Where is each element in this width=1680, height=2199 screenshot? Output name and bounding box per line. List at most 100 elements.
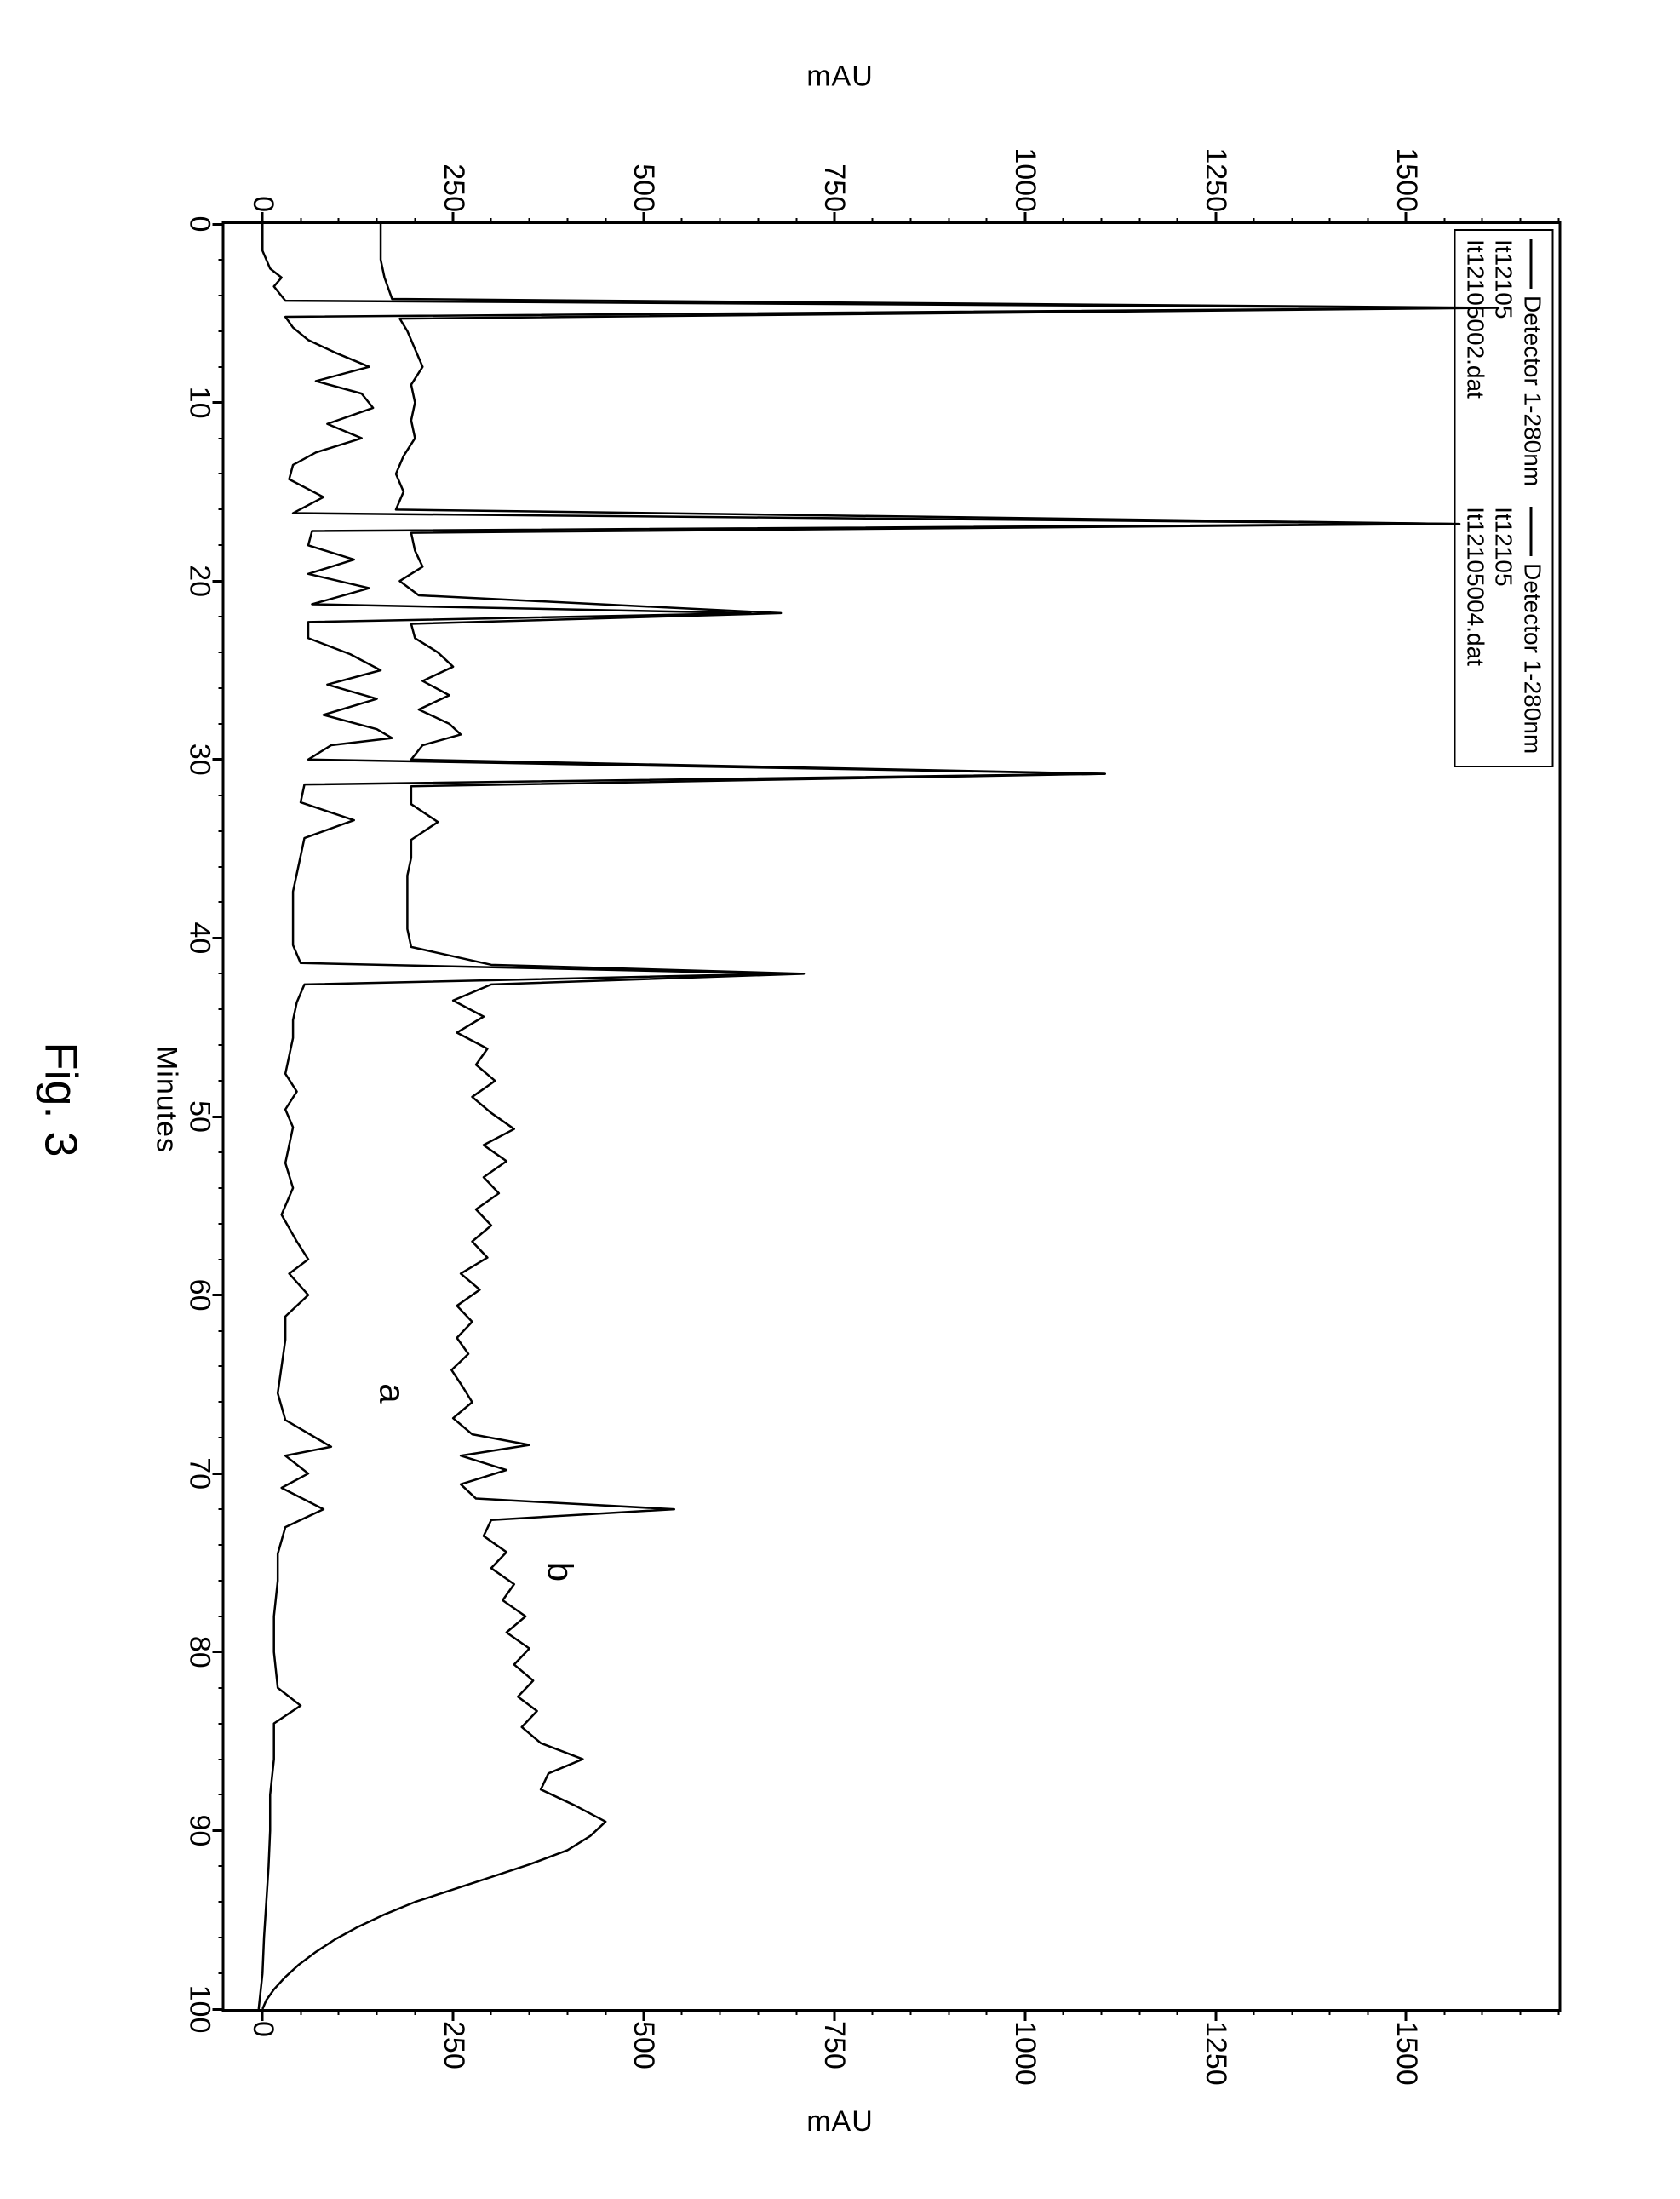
y-right-minor-tick — [1062, 2009, 1064, 2015]
y-left-tick-label: 250 — [436, 164, 469, 224]
y-left-minor-tick — [1100, 218, 1102, 224]
x-minor-tick — [218, 1365, 224, 1367]
x-minor-tick — [218, 616, 224, 617]
y-left-minor-tick — [1557, 218, 1559, 224]
x-minor-tick — [218, 438, 224, 439]
y-right-minor-tick — [566, 2009, 568, 2015]
y-right-minor-tick — [1367, 2009, 1368, 2015]
y-right-minor-tick — [1557, 2009, 1559, 2015]
x-minor-tick — [218, 1687, 224, 1689]
annotation-b: b — [539, 1562, 580, 1582]
y-right-minor-tick — [300, 2009, 301, 2015]
y-right-minor-tick — [757, 2009, 759, 2015]
y-right-minor-tick — [376, 2009, 377, 2015]
x-tick-label: 40 — [182, 922, 224, 954]
y-axis-left-label: mAU — [806, 60, 874, 94]
y-right-minor-tick — [414, 2009, 416, 2015]
x-minor-tick — [218, 1259, 224, 1260]
y-right-minor-tick — [605, 2009, 606, 2015]
y-left-minor-tick — [376, 218, 377, 224]
x-minor-tick — [218, 1508, 224, 1510]
x-tick-label: 70 — [182, 1457, 224, 1490]
y-left-minor-tick — [757, 218, 759, 224]
y-right-tick-label: 0 — [245, 2009, 278, 2037]
x-minor-tick — [218, 795, 224, 796]
y-left-tick-label: 1500 — [1389, 147, 1422, 224]
x-minor-tick — [218, 830, 224, 832]
y-left-minor-tick — [948, 218, 949, 224]
y-right-minor-tick — [680, 2009, 682, 2015]
y-axis-right-label: mAU — [806, 2106, 874, 2139]
y-left-minor-tick — [1138, 218, 1140, 224]
y-left-minor-tick — [1481, 218, 1482, 224]
x-minor-tick — [218, 295, 224, 296]
y-left-tick-label: 500 — [627, 164, 660, 224]
trace-a — [258, 224, 1474, 2009]
y-right-tick-label: 500 — [627, 2009, 660, 2070]
x-tick-label: 20 — [182, 565, 224, 597]
x-tick-label: 0 — [182, 216, 224, 233]
y-right-minor-tick — [948, 2009, 949, 2015]
y-right-minor-tick — [1253, 2009, 1254, 2015]
x-tick-label: 90 — [182, 1814, 224, 1846]
x-tick-label: 80 — [182, 1636, 224, 1668]
x-minor-tick — [218, 366, 224, 368]
annotation-a: a — [371, 1383, 412, 1403]
x-minor-tick — [218, 866, 224, 868]
x-minor-tick — [218, 508, 224, 510]
x-minor-tick — [218, 259, 224, 261]
y-right-minor-tick — [1481, 2009, 1482, 2015]
x-minor-tick — [218, 1794, 224, 1795]
y-left-minor-tick — [1253, 218, 1254, 224]
y-right-minor-tick — [795, 2009, 797, 2015]
x-minor-tick — [218, 1759, 224, 1760]
x-tick-label: 50 — [182, 1100, 224, 1133]
y-right-minor-tick — [1291, 2009, 1293, 2015]
y-left-minor-tick — [300, 218, 301, 224]
x-minor-tick — [218, 1044, 224, 1046]
x-axis-label: Minutes — [149, 1046, 182, 1153]
x-minor-tick — [218, 1223, 224, 1225]
x-minor-tick — [218, 1151, 224, 1153]
x-minor-tick — [218, 544, 224, 546]
y-left-minor-tick — [528, 218, 530, 224]
y-left-tick-label: 0 — [245, 196, 278, 224]
y-right-tick-label: 1500 — [1389, 2009, 1422, 2086]
y-right-minor-tick — [1100, 2009, 1102, 2015]
trace-b — [262, 224, 1498, 2009]
y-left-minor-tick — [680, 218, 682, 224]
x-minor-tick — [218, 1937, 224, 1938]
y-left-minor-tick — [1291, 218, 1293, 224]
y-right-minor-tick — [1138, 2009, 1140, 2015]
y-right-minor-tick — [909, 2009, 911, 2015]
y-left-minor-tick — [1519, 218, 1521, 224]
x-tick-label: 10 — [182, 387, 224, 419]
y-left-minor-tick — [1328, 218, 1330, 224]
x-tick-label: 30 — [182, 744, 224, 776]
y-right-minor-tick — [719, 2009, 720, 2015]
y-right-tick-label: 750 — [817, 2009, 851, 2070]
y-left-minor-tick — [414, 218, 416, 224]
x-minor-tick — [218, 723, 224, 725]
x-minor-tick — [218, 1865, 224, 1867]
x-minor-tick — [218, 1437, 224, 1438]
y-left-minor-tick — [795, 218, 797, 224]
y-right-minor-tick — [528, 2009, 530, 2015]
y-left-minor-tick — [1367, 218, 1368, 224]
y-left-minor-tick — [605, 218, 606, 224]
x-minor-tick — [218, 652, 224, 653]
y-right-minor-tick — [871, 2009, 873, 2015]
x-minor-tick — [218, 1544, 224, 1546]
chart-traces-svg — [224, 224, 1558, 2009]
x-minor-tick — [218, 1901, 224, 1903]
y-left-minor-tick — [985, 218, 987, 224]
x-minor-tick — [218, 1580, 224, 1582]
x-minor-tick — [218, 473, 224, 474]
y-right-minor-tick — [337, 2009, 339, 2015]
y-right-minor-tick — [1176, 2009, 1178, 2015]
y-right-minor-tick — [1443, 2009, 1445, 2015]
y-left-minor-tick — [871, 218, 873, 224]
y-left-minor-tick — [1443, 218, 1445, 224]
y-right-tick-label: 250 — [436, 2009, 469, 2070]
x-minor-tick — [218, 1080, 224, 1082]
